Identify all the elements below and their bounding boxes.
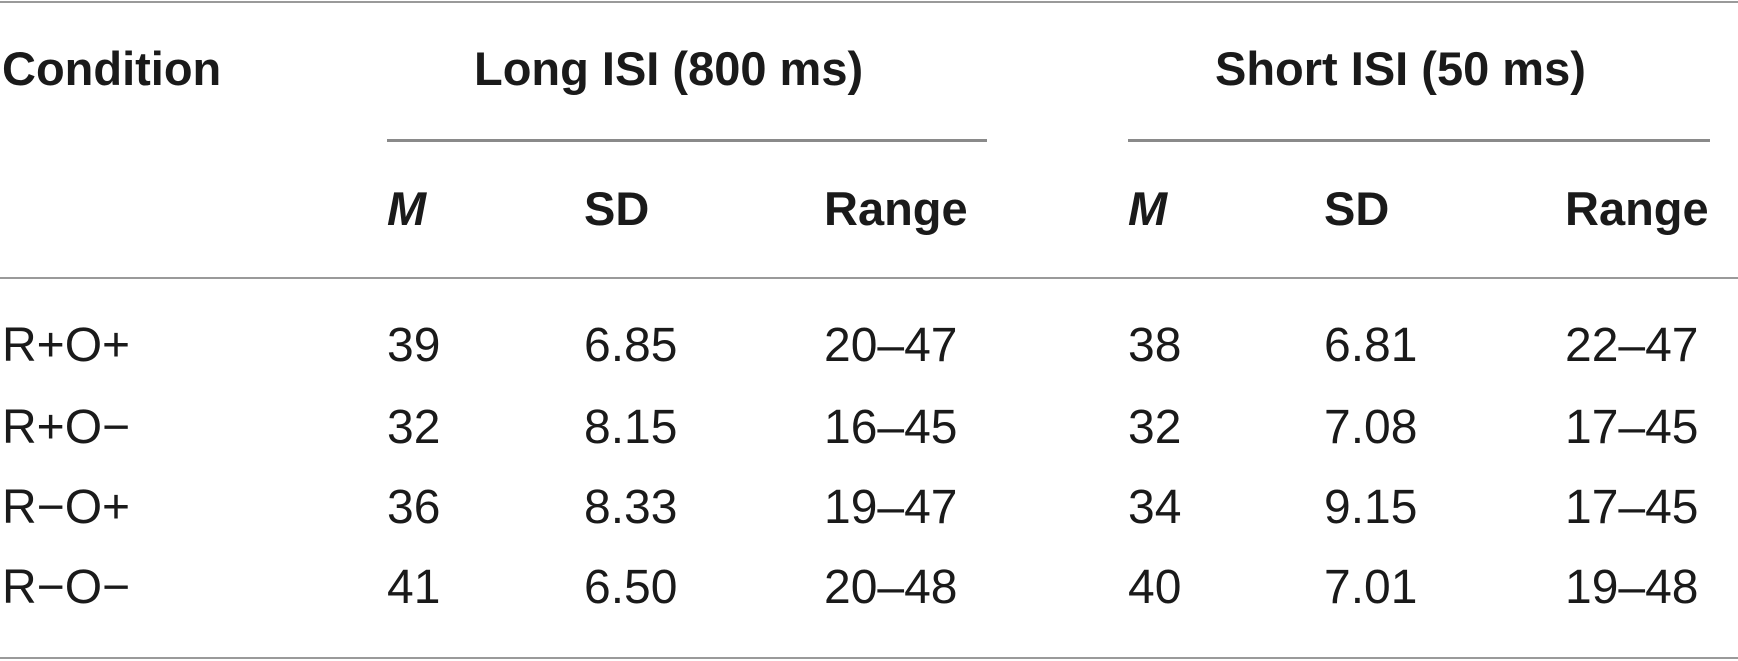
table-row-short-sd: 7.01 [1324,561,1418,614]
table-top-rule [0,1,1738,3]
table-row-short-range: 17–45 [1565,401,1699,454]
long-isi-group-rule [387,139,987,142]
header-condition: Condition [2,42,222,95]
table-row-condition: R−O− [2,561,131,614]
table-row-short-range: 19–48 [1565,561,1699,614]
short-isi-group-rule [1128,139,1710,142]
subheader-short-m: M [1128,182,1168,235]
header-short-isi: Short ISI (50 ms) [1215,42,1586,95]
table-row-short-sd: 6.81 [1324,319,1418,372]
table-row-condition: R+O− [2,401,131,454]
table-row-long-m: 39 [387,319,441,372]
table-row-long-m: 41 [387,561,441,614]
subheader-short-sd: SD [1324,182,1390,235]
table-row-long-range: 20–48 [824,561,958,614]
table-row-long-range: 16–45 [824,401,958,454]
table-row-long-sd: 8.15 [584,401,678,454]
table-row-long-sd: 6.85 [584,319,678,372]
table-row-short-m: 34 [1128,481,1182,534]
header-long-isi: Long ISI (800 ms) [474,42,864,95]
table-row-short-m: 40 [1128,561,1182,614]
table-row-short-sd: 9.15 [1324,481,1418,534]
header-bottom-rule [0,277,1738,279]
subheader-long-m: M [387,182,427,235]
table-row-condition: R+O+ [2,319,131,372]
table-row-condition: R−O+ [2,481,131,534]
table-row-short-range: 17–45 [1565,481,1699,534]
table-row-long-range: 20–47 [824,319,958,372]
subheader-long-sd: SD [584,182,650,235]
table-row-long-sd: 6.50 [584,561,678,614]
subheader-long-range: Range [824,182,968,235]
table-bottom-rule [0,657,1738,659]
table-row-long-m: 36 [387,481,441,534]
table-row-long-m: 32 [387,401,441,454]
table-row-long-range: 19–47 [824,481,958,534]
table-row-short-range: 22–47 [1565,319,1699,372]
table-row-long-sd: 8.33 [584,481,678,534]
table-row-short-m: 38 [1128,319,1182,372]
table-row-short-m: 32 [1128,401,1182,454]
table-row-short-sd: 7.08 [1324,401,1418,454]
subheader-short-range: Range [1565,182,1709,235]
